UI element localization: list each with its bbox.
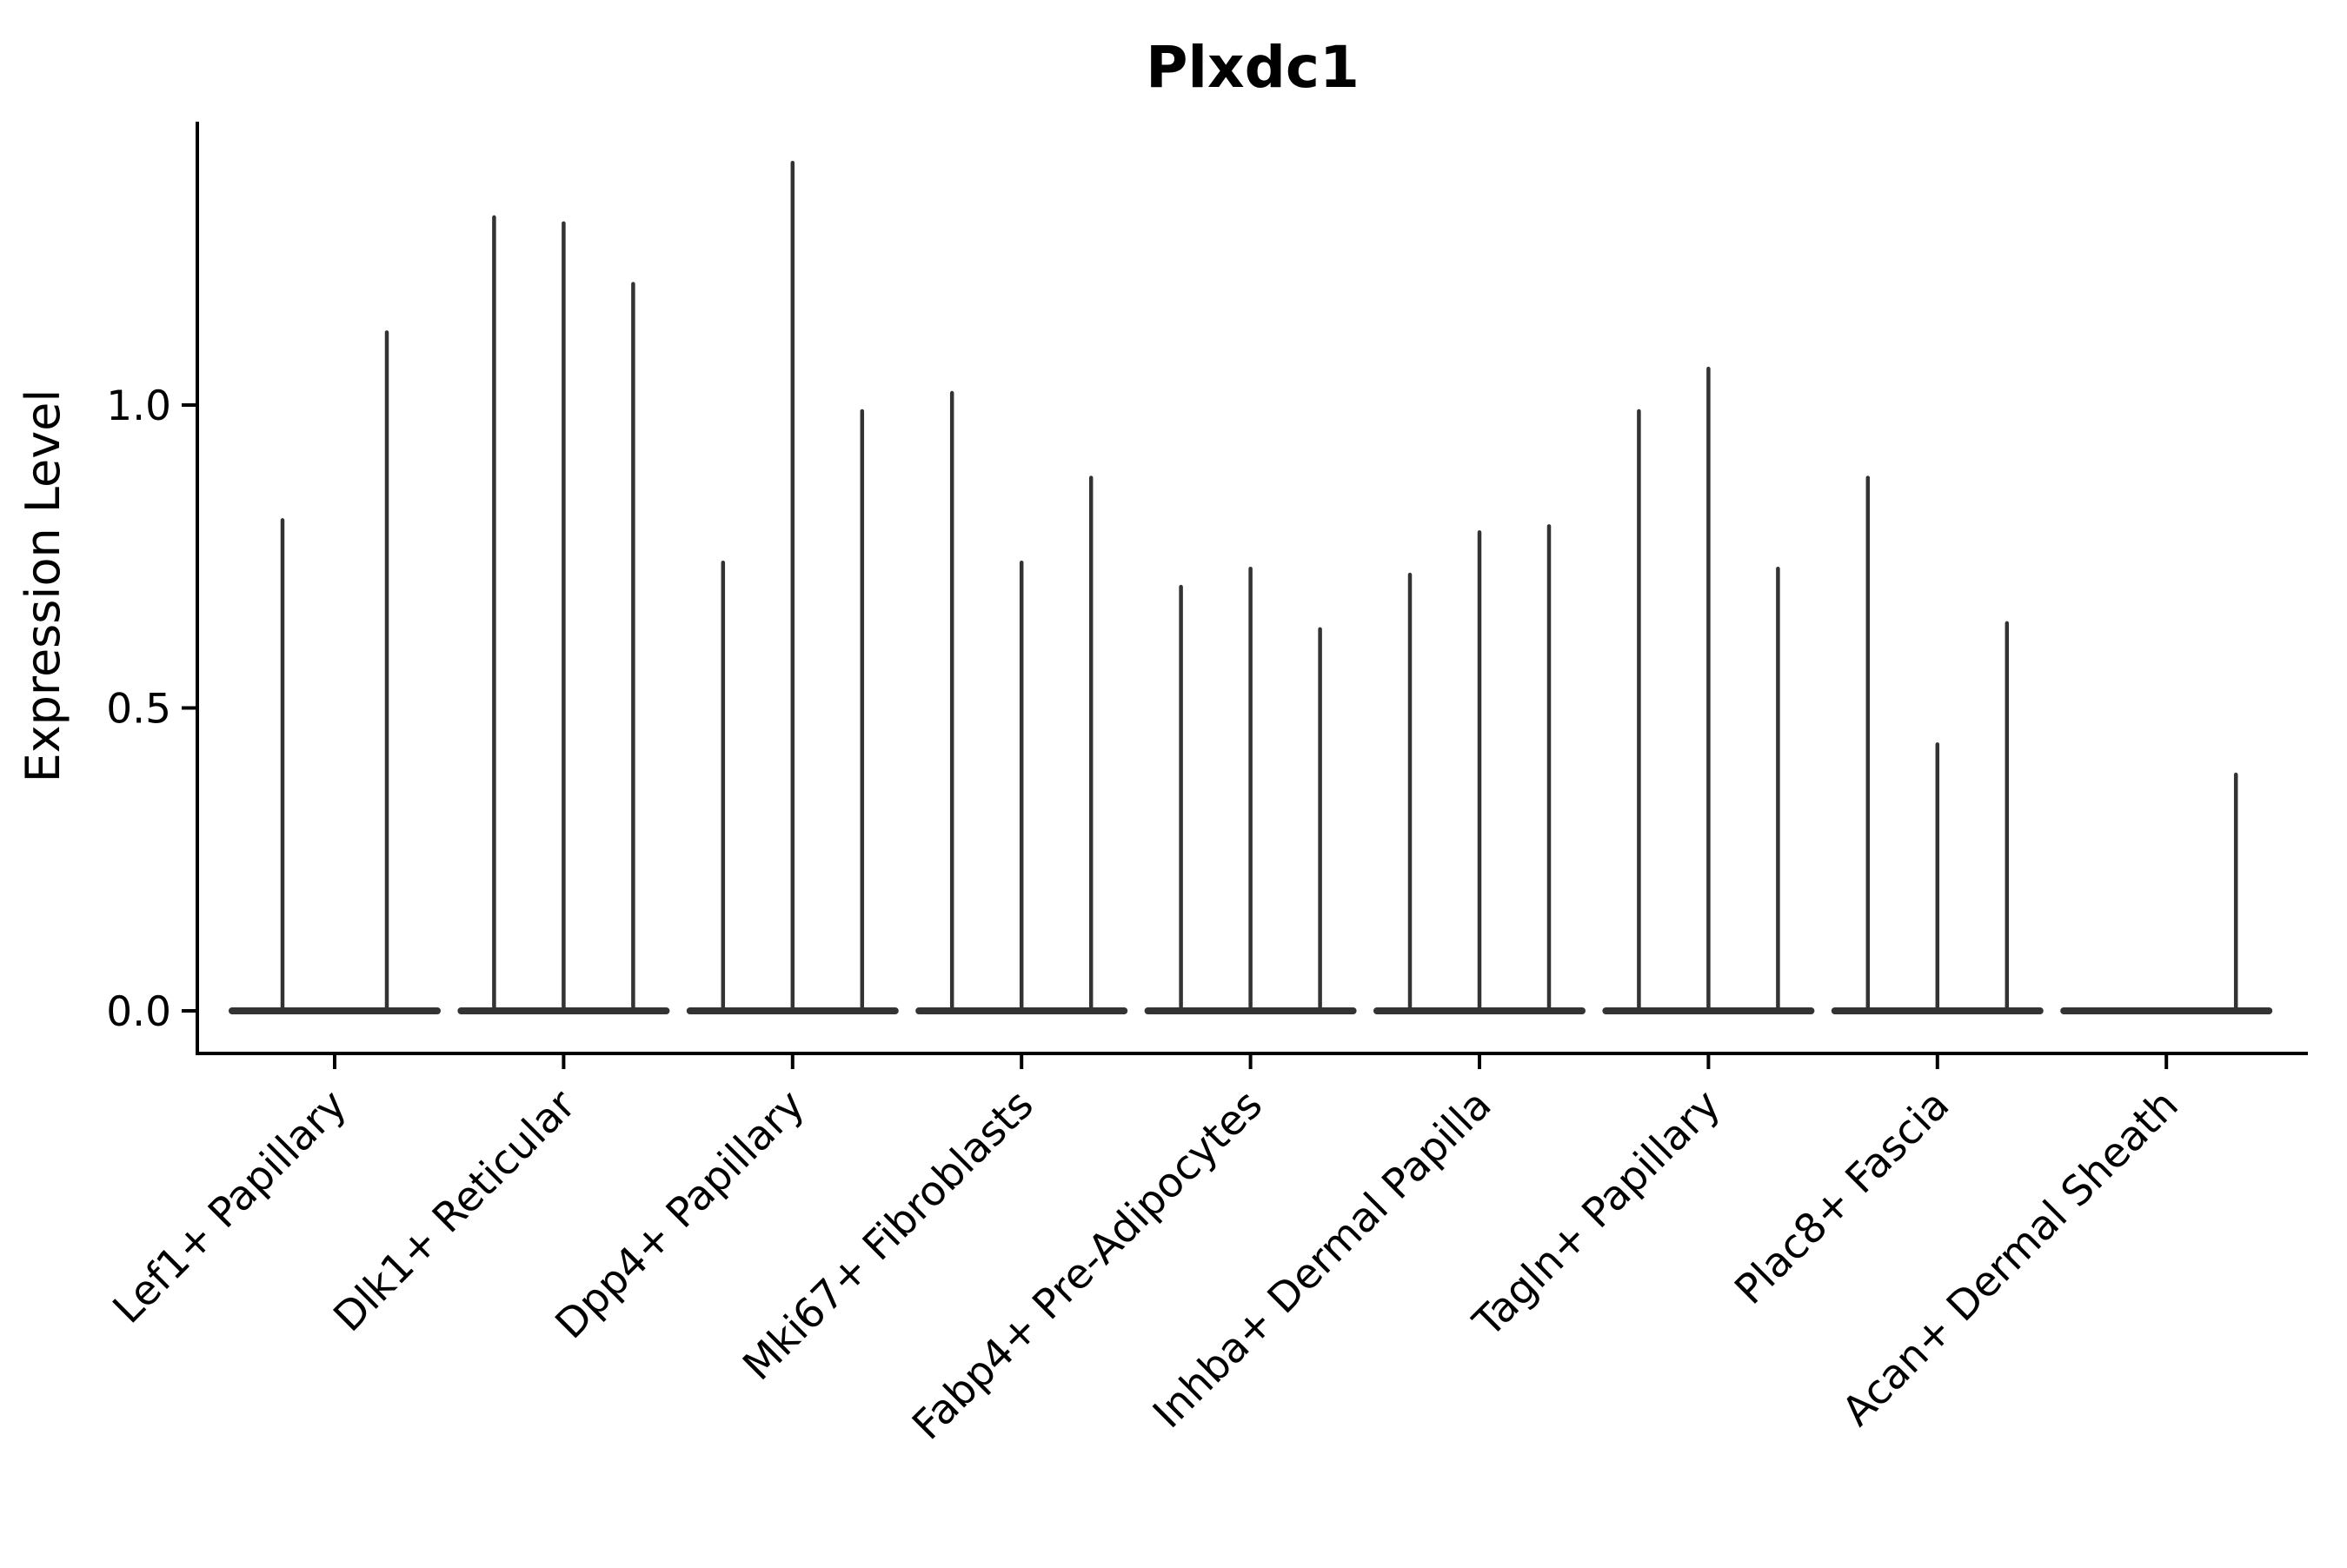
- chart-title: Plxdc1: [1146, 34, 1360, 101]
- violin-group: [229, 330, 441, 1014]
- violin-group: [686, 160, 899, 1014]
- violin-group: [1144, 566, 1357, 1014]
- x-category-label: Plac8+ Fascia: [1725, 1081, 1958, 1314]
- violin-group: [1831, 475, 2044, 1014]
- x-category-label: Lef1+ Papillary: [104, 1081, 356, 1333]
- x-category-label: Tagln+ Papillary: [1464, 1081, 1730, 1347]
- x-category-label: Dpp4+ Papillary: [547, 1081, 814, 1349]
- y-axis-label: Expression Level: [16, 389, 70, 783]
- violin-group: [1373, 524, 1586, 1014]
- y-tick-label: 1.0: [106, 382, 171, 430]
- violin-group: [1602, 366, 1815, 1014]
- violin-group: [915, 390, 1128, 1014]
- y-tick-label: 0.5: [106, 685, 171, 733]
- violin-group: [457, 215, 670, 1014]
- violins-layer: [229, 160, 2273, 1014]
- violin-group: [2060, 772, 2273, 1014]
- x-category-label: Dlk1+ Reticular: [324, 1080, 585, 1341]
- y-tick-label: 0.0: [106, 988, 171, 1036]
